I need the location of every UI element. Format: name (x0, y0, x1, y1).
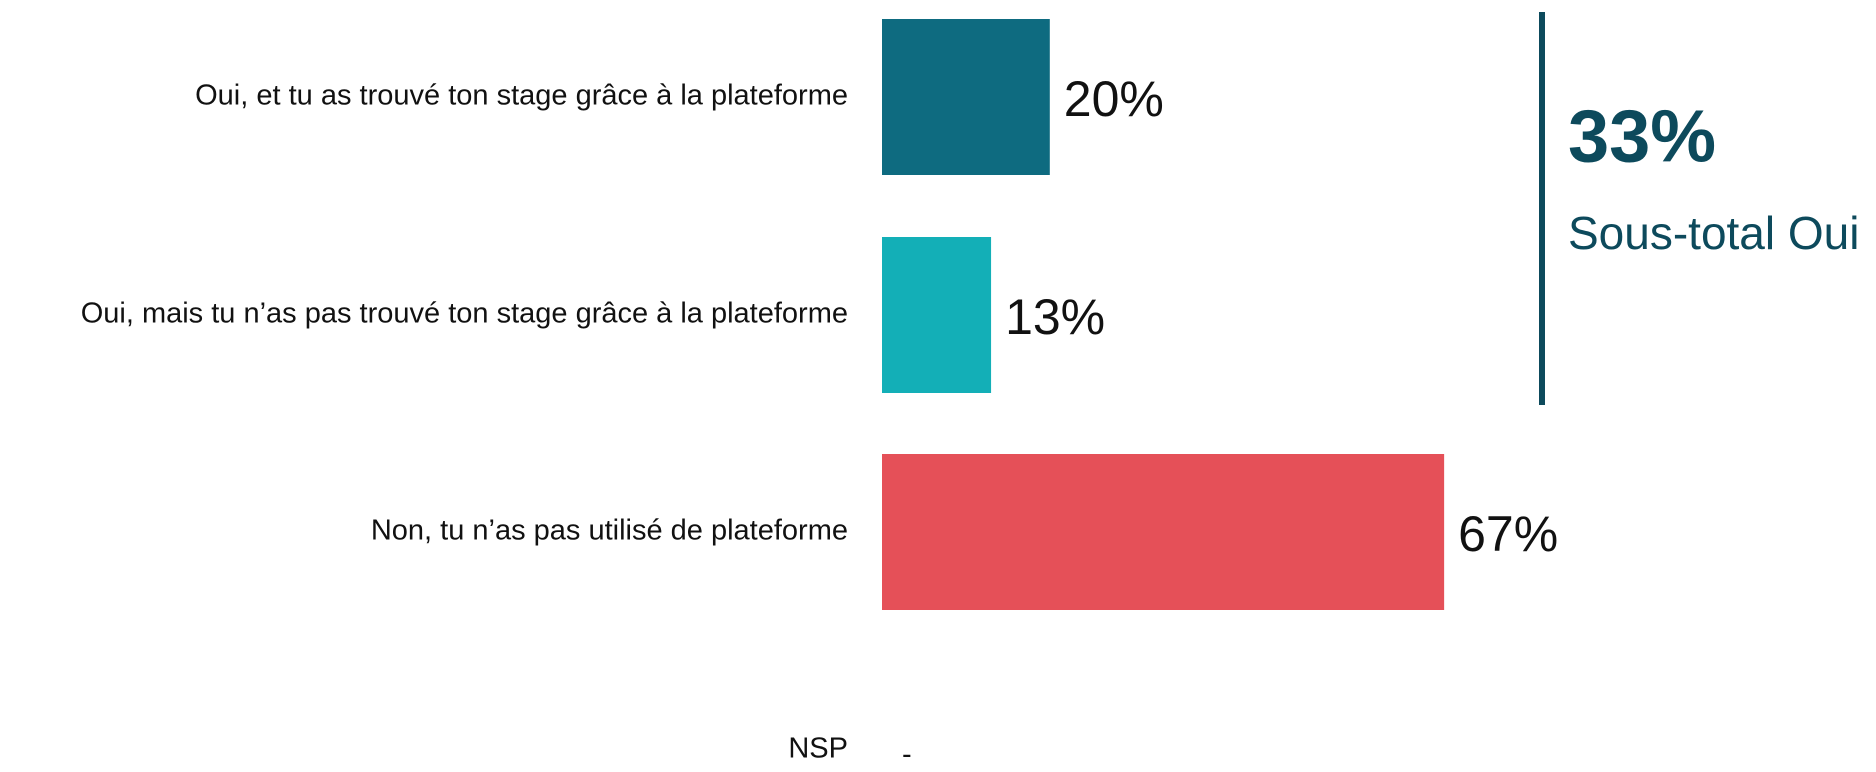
category-label: Oui, et tu as trouvé ton stage grâce à l… (195, 80, 848, 112)
value-label: 13% (1005, 289, 1105, 345)
category-label: Non, tu n’as pas utilisé de plateforme (371, 515, 848, 547)
category-label: NSP (788, 733, 848, 765)
value-label: 20% (1064, 71, 1164, 127)
subtotal-label: Sous-total Oui (1568, 207, 1859, 259)
bar (882, 237, 992, 393)
subtotal-value: 33% (1568, 95, 1716, 178)
value-label: - (902, 739, 912, 771)
category-label: Oui, mais tu n’as pas trouvé ton stage g… (81, 298, 848, 330)
bar (882, 19, 1050, 175)
bar (882, 454, 1445, 610)
value-label: 67% (1458, 506, 1558, 562)
